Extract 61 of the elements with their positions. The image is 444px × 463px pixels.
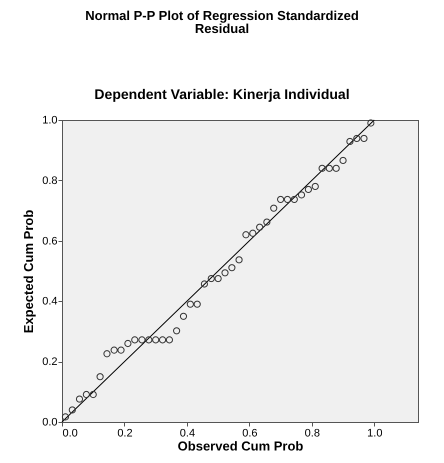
point (186, 300, 194, 308)
point (298, 191, 306, 198)
x-tick-label: 0.6 (242, 428, 258, 440)
point (221, 269, 229, 276)
point (110, 346, 118, 354)
point (290, 196, 298, 203)
point (68, 406, 76, 414)
y-tick-label: 0.8 (42, 174, 58, 187)
point (82, 390, 90, 398)
point (277, 196, 284, 203)
point (346, 138, 354, 146)
point (152, 336, 160, 344)
chart-title: Normal P-P Plot of Regression Standardized Residual (85, 8, 359, 36)
y-tick-label: 0.0 (42, 416, 58, 428)
x-tick-label: 0.4 (180, 428, 196, 440)
point (131, 336, 138, 344)
x-tick-label: 0.0 (62, 428, 78, 440)
point (353, 134, 360, 142)
point (166, 336, 174, 344)
point (270, 204, 278, 212)
x-axis-title: Observed Cum Prob (178, 438, 304, 454)
point (249, 230, 256, 237)
point (235, 256, 243, 264)
point (62, 413, 70, 420)
point (332, 164, 340, 172)
point (103, 350, 111, 358)
point (214, 274, 222, 282)
point (312, 182, 319, 190)
point (304, 186, 312, 194)
point (256, 224, 264, 231)
y-axis-title: Expected Cum Prob (21, 210, 36, 334)
point (124, 340, 132, 348)
point (367, 119, 374, 127)
x-tick-label: 0.2 (117, 428, 133, 440)
point (242, 231, 250, 238)
y-tick-label: 0.4 (42, 296, 58, 308)
point (263, 218, 270, 226)
point (158, 336, 166, 344)
point (284, 196, 292, 203)
point (180, 312, 188, 320)
point (228, 264, 236, 272)
point (138, 336, 146, 344)
point (117, 346, 125, 354)
point (360, 134, 368, 142)
point (339, 156, 347, 164)
point (318, 164, 326, 172)
point (76, 395, 84, 403)
point (173, 327, 180, 334)
chart-subtitle: Dependent Variable: Kinerja Individual (94, 86, 350, 102)
x-tick-label: 0.8 (304, 428, 320, 440)
point (200, 280, 208, 288)
point (208, 274, 215, 282)
point (90, 390, 97, 398)
x-tick-label: 1.0 (367, 428, 382, 440)
y-tick-label: 0.6 (42, 235, 58, 248)
point (326, 164, 333, 172)
point (145, 336, 152, 344)
y-tick-label: 0.2 (42, 356, 58, 368)
point (96, 373, 104, 380)
point (194, 300, 201, 308)
y-tick-label: 1.0 (42, 114, 58, 126)
